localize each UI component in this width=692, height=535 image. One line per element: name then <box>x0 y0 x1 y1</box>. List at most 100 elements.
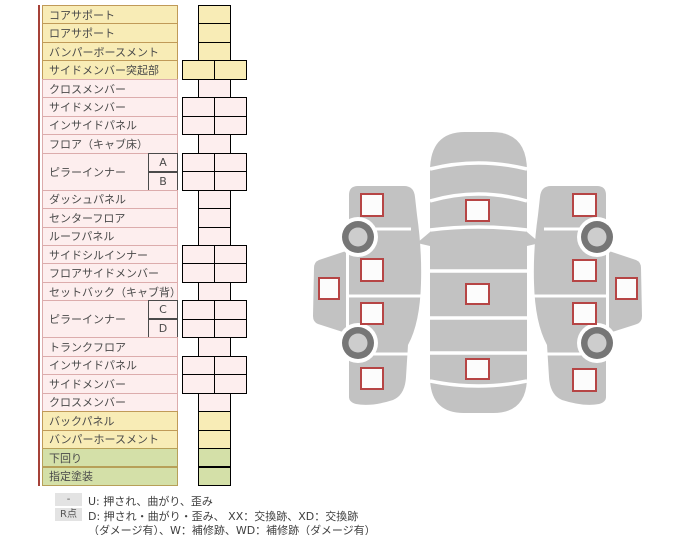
damage-check-cell[interactable] <box>182 97 215 117</box>
damage-check-cell[interactable] <box>214 318 247 339</box>
damage-check-cell[interactable] <box>214 97 247 117</box>
diagram-check-square-side-right-outer[interactable] <box>615 277 638 300</box>
damage-check-cell[interactable] <box>214 152 247 173</box>
damage-check-cell[interactable] <box>182 115 215 136</box>
diagram-check-square-side-left-outer[interactable] <box>318 277 340 300</box>
diagram-check-square-side-left-mid2[interactable] <box>360 302 384 325</box>
damage-check-cell[interactable] <box>182 374 215 394</box>
legend-text: U: 押され、曲がり、歪み <box>88 495 213 508</box>
part-label-row: コアサポート <box>42 5 178 25</box>
table-left-rule <box>38 5 40 486</box>
damage-check-cell[interactable] <box>214 300 247 320</box>
car-diagram-svg <box>311 132 644 413</box>
damage-check-cell[interactable] <box>214 374 247 394</box>
diagram-check-square-side-right-mid1[interactable] <box>572 259 597 282</box>
legend-text: （ダメージ有）、W：補修跡、WD：補修跡（ダメージ有） <box>88 523 376 535</box>
part-label-row: フロアサイドメンバー <box>42 263 178 283</box>
diagram-check-square-side-left-mid1[interactable] <box>360 258 384 282</box>
part-label: クロスメンバー <box>49 82 126 96</box>
diagram-check-square-side-right-mid2[interactable] <box>572 302 597 325</box>
part-label-row: ダッシュパネル <box>42 189 178 210</box>
part-label: サイドメンバー突起部 <box>49 64 159 78</box>
part-label-row: ピラーインナー A B <box>42 152 178 191</box>
part-label: バックパネル <box>49 414 115 428</box>
part-label-row: バックパネル <box>42 411 178 431</box>
part-label-row: サイドメンバー <box>42 374 178 394</box>
legend-badge: R点 <box>55 508 82 521</box>
damage-check-cell[interactable] <box>198 23 231 43</box>
part-label-row: セットバック（キャブ背） <box>42 281 178 302</box>
part-label-row: バンパーホースメント <box>42 429 178 450</box>
part-label-row: ピラーインナー C D <box>42 300 178 339</box>
damage-check-cell[interactable] <box>182 318 215 339</box>
pillar-sub-label: A <box>148 152 178 172</box>
diagram-check-square-side-right-rear[interactable] <box>572 368 597 392</box>
part-label-row: クロスメンバー <box>42 78 178 99</box>
damage-check-cell[interactable] <box>182 263 215 283</box>
damage-check-cell[interactable] <box>198 189 231 210</box>
car-top-view <box>417 132 540 413</box>
pillar-sub-label: C <box>148 300 178 320</box>
part-label: バンパーボースメント <box>49 45 159 59</box>
damage-check-cell[interactable] <box>182 244 215 265</box>
damage-check-cell[interactable] <box>182 300 215 320</box>
diagram-check-square-top-center[interactable] <box>465 283 490 305</box>
damage-check-cell[interactable] <box>198 41 231 62</box>
diagram-check-square-top-front[interactable] <box>465 199 490 222</box>
part-label: 指定塗装 <box>49 470 93 484</box>
damage-check-cell[interactable] <box>198 466 231 486</box>
damage-check-cell[interactable] <box>214 263 247 283</box>
damage-check-cell[interactable] <box>198 429 231 450</box>
damage-check-cell[interactable] <box>214 171 247 191</box>
damage-check-cell[interactable] <box>182 152 215 173</box>
part-label: センターフロア <box>49 211 126 225</box>
diagram-check-square-side-left-front[interactable] <box>360 193 384 217</box>
part-label: サイドメンバー <box>49 377 126 391</box>
damage-check-cell[interactable] <box>198 5 231 25</box>
damage-check-cell[interactable] <box>198 208 231 228</box>
part-label: サイドシルインナー <box>49 248 148 262</box>
part-label-row: サイドメンバー突起部 <box>42 60 178 80</box>
damage-check-cell[interactable] <box>198 392 231 413</box>
part-label-row: サイドシルインナー <box>42 244 178 265</box>
damage-check-cell[interactable] <box>214 355 247 376</box>
damage-check-cell[interactable] <box>182 60 215 80</box>
damage-check-cell[interactable] <box>198 281 231 302</box>
part-label-row: クロスメンバー <box>42 392 178 413</box>
diagram-check-square-side-left-rear[interactable] <box>360 367 384 390</box>
damage-check-cell[interactable] <box>182 171 215 191</box>
part-label-row: ロアサポート <box>42 23 178 43</box>
part-label-row: センターフロア <box>42 208 178 228</box>
part-label: インサイドパネル <box>49 119 137 133</box>
part-label-row: インサイドパネル <box>42 115 178 136</box>
part-label-row: フロア（キャブ床） <box>42 134 178 154</box>
part-label: ピラーインナー <box>49 313 126 327</box>
damage-check-cell[interactable] <box>198 337 231 357</box>
car-damage-diagram <box>305 125 650 420</box>
diagram-check-square-top-rear[interactable] <box>465 358 490 380</box>
part-label-row: サイドメンバー <box>42 97 178 117</box>
left-mirror <box>417 232 430 246</box>
damage-check-cell[interactable] <box>198 226 231 246</box>
damage-check-cell[interactable] <box>198 134 231 154</box>
damage-check-cell[interactable] <box>214 244 247 265</box>
part-label-row: バンパーボースメント <box>42 41 178 62</box>
part-label: フロアサイドメンバー <box>49 267 159 281</box>
part-label-row: 指定塗装 <box>42 466 178 486</box>
damage-check-cell[interactable] <box>198 448 231 468</box>
part-label: ピラーインナー <box>49 165 126 179</box>
damage-check-cell[interactable] <box>198 78 231 99</box>
part-label: ロアサポート <box>49 27 115 41</box>
diagram-check-square-side-right-front[interactable] <box>572 193 597 217</box>
legend-text: D: 押され・曲がり・歪み、 XX：交換跡、XD：交換跡 <box>88 510 359 523</box>
damage-check-cell[interactable] <box>214 60 247 80</box>
damage-check-cell[interactable] <box>182 355 215 376</box>
damage-check-cell[interactable] <box>214 115 247 136</box>
pillar-sub-label: D <box>148 319 178 339</box>
part-label: ダッシュパネル <box>49 193 126 207</box>
damage-check-cell[interactable] <box>198 411 231 431</box>
part-label: フロア（キャブ床） <box>49 137 148 151</box>
